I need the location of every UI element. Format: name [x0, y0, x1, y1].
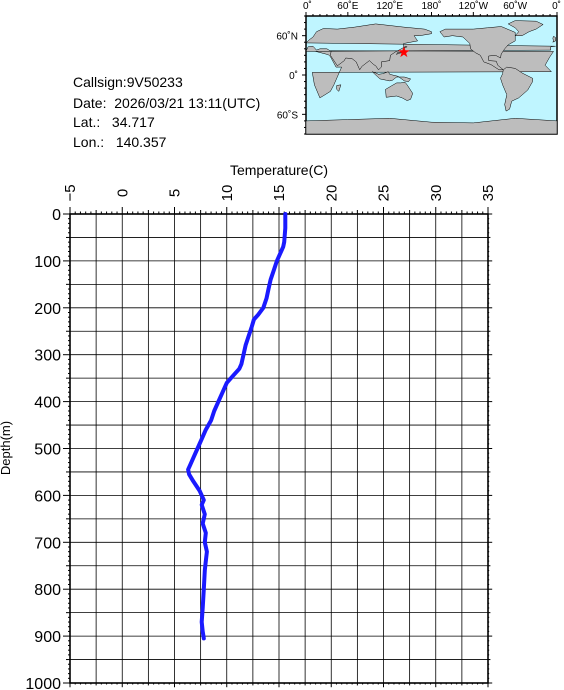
landmass-south-america	[500, 66, 533, 112]
date-value: 2026/03/21 13:11(UTC)	[114, 95, 261, 111]
callsign-label: Callsign:	[73, 74, 127, 90]
callsign-value: 9V50233	[126, 74, 183, 90]
landmass-greenland	[507, 20, 544, 36]
map-longitude-label: 0˚	[552, 0, 561, 12]
map-latitude-label: 60˚S	[277, 109, 298, 121]
landmass-north-america	[439, 26, 516, 71]
longitude-label: Lon.:	[73, 134, 105, 150]
x-tick-label: 10	[219, 185, 236, 202]
x-tick-label: 25	[376, 185, 393, 202]
x-axis-label: Temperature(C)	[230, 162, 328, 178]
y-axis-ticks: 0 100 200 300 400 500 600 700 800 900 1000	[25, 207, 493, 690]
y-tick-label: 700	[34, 535, 61, 552]
map-longitude-labels: 0˚ 60˚E 120˚E 180˚ 120˚W 60˚W 0˚	[303, 0, 561, 12]
y-tick-label: 100	[34, 254, 61, 271]
map-longitude-label: 180˚	[421, 0, 441, 12]
y-tick-label: 500	[34, 442, 61, 459]
map-latitude-label: 0˚	[289, 70, 298, 82]
y-tick-label: 0	[52, 207, 61, 224]
y-tick-label: 400	[34, 395, 61, 412]
y-tick-label: 1000	[25, 676, 61, 690]
y-tick-label: 800	[34, 582, 61, 599]
latitude-label: Lat.:	[73, 114, 101, 130]
date-line: Date: 2026/03/21 13:11(UTC)	[73, 96, 260, 110]
map-ticks	[302, 12, 558, 135]
x-tick-label: 20	[323, 185, 340, 202]
latitude-value: 34.717	[111, 114, 155, 130]
map-longitude-label: 0˚	[303, 0, 312, 12]
landmass-uk	[552, 35, 556, 43]
temperature-depth-chart: −5 0 5 10 15 20 25 30 35 01002003004005006007008…	[0, 162, 497, 690]
callsign-line: Callsign:9V50233	[73, 75, 183, 89]
x-tick-label: 35	[480, 185, 497, 202]
map-latitude-labels: 60˚N 0˚ 60˚S	[276, 31, 298, 122]
longitude-line: Lon.: 140.357	[73, 135, 166, 149]
map-latitude-label: 60˚N	[276, 31, 298, 43]
x-axis-ticks: −5 0 5 10 15 20 25 30 35	[62, 184, 497, 688]
y-tick-label: 600	[34, 488, 61, 505]
x-tick-label: 15	[271, 185, 288, 202]
y-tick-label: 200	[34, 301, 61, 318]
map-longitude-label: 60˚W	[503, 0, 527, 12]
y-tick-label: 300	[34, 348, 61, 365]
longitude-value: 140.357	[115, 134, 167, 150]
y-axis-label: Depth(m)	[0, 421, 13, 475]
temperature-profile-line	[186, 212, 288, 641]
latitude-line: Lat.: 34.717	[73, 115, 155, 129]
x-tick-label: 0	[114, 189, 131, 197]
chart-grid	[70, 214, 488, 683]
landmass-australia	[385, 81, 413, 101]
landmass-antarctica	[305, 118, 558, 135]
date-label: Date:	[73, 95, 107, 111]
map-land	[305, 20, 558, 135]
map-longitude-label: 120˚E	[376, 0, 403, 12]
y-tick-label: 900	[34, 629, 61, 646]
x-tick-label: −5	[62, 184, 79, 201]
landmass-eurasia	[305, 23, 556, 71]
red-star-icon	[398, 46, 410, 58]
world-map: 0˚ 60˚E 120˚E 180˚ 120˚W 60˚W 0˚ 60˚N 0˚ 60˚S	[276, 0, 561, 135]
landmass-madagascar	[336, 84, 342, 92]
map-longitude-label: 60˚E	[337, 0, 358, 12]
map-longitude-label: 120˚W	[459, 0, 489, 12]
x-tick-label: 5	[167, 189, 184, 197]
landmass-indonesia	[372, 71, 412, 82]
x-tick-label: 30	[428, 185, 445, 202]
